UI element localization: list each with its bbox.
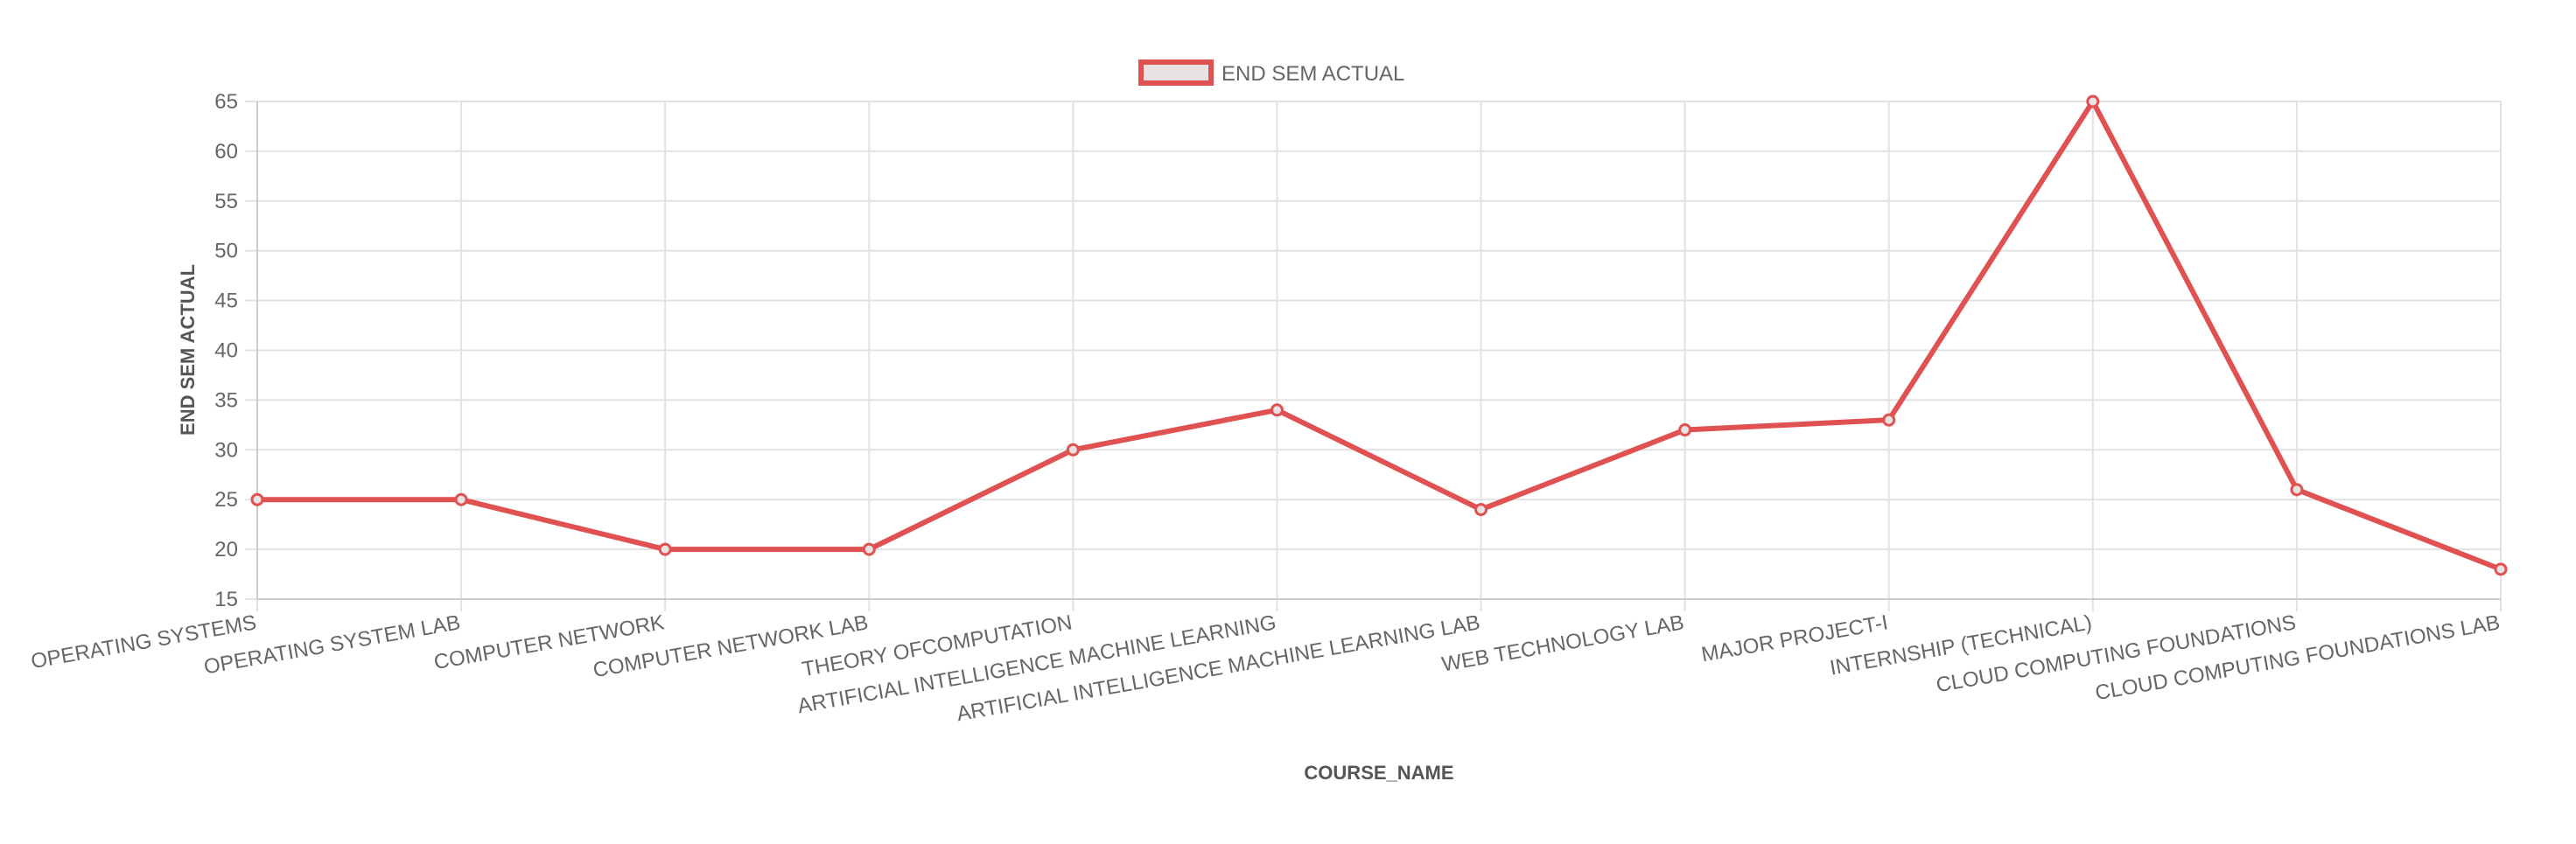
grid: [245, 101, 2502, 611]
data-point[interactable]: [454, 492, 468, 506]
y-tick-label: 55: [214, 190, 238, 213]
series: [250, 94, 2508, 576]
y-axis-title: END SEM ACTUAL: [177, 264, 199, 436]
data-point[interactable]: [2290, 483, 2304, 497]
legend[interactable]: END SEM ACTUAL: [1138, 59, 1404, 86]
y-tick-label: 60: [214, 140, 238, 164]
data-point[interactable]: [658, 542, 672, 556]
data-point[interactable]: [1270, 403, 1284, 417]
data-point[interactable]: [2494, 562, 2508, 576]
y-tick-label: 65: [214, 90, 238, 114]
series-line: [257, 99, 2502, 572]
data-point[interactable]: [862, 542, 876, 556]
x-axis-title: COURSE_NAME: [1304, 762, 1453, 784]
legend-label[interactable]: END SEM ACTUAL: [1222, 62, 1404, 86]
y-tick-label: 20: [214, 538, 238, 562]
y-tick-label: 40: [214, 339, 238, 363]
data-point[interactable]: [1474, 503, 1488, 517]
data-point[interactable]: [2086, 94, 2100, 108]
data-point[interactable]: [1678, 423, 1692, 437]
y-tick-label: 45: [214, 289, 238, 313]
data-point[interactable]: [1066, 443, 1080, 457]
y-tick-label: 35: [214, 388, 238, 412]
y-tick-label: 30: [214, 438, 238, 462]
data-point[interactable]: [250, 492, 264, 506]
data-point[interactable]: [1882, 413, 1896, 427]
y-tick-label: 15: [214, 588, 238, 611]
y-tick-label: 25: [214, 488, 238, 512]
y-tick-label: 50: [214, 240, 238, 263]
legend-swatch[interactable]: [1138, 59, 1214, 86]
